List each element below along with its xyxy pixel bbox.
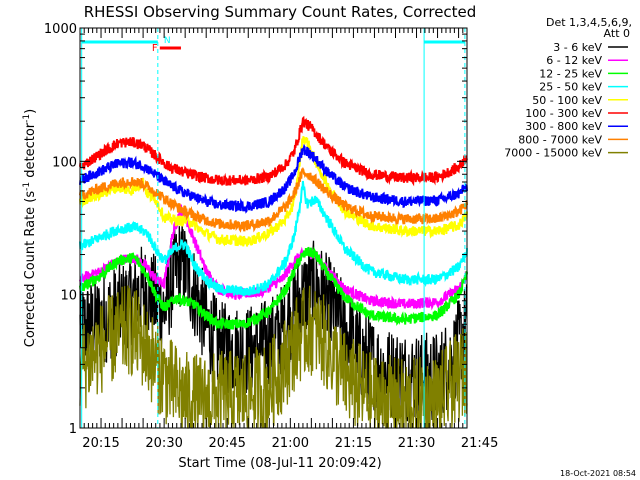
y-axis-label-part2: detector <box>23 122 38 182</box>
y-tick-label: 1000 <box>44 22 77 37</box>
legend-header-line2: Att 0 <box>604 27 630 40</box>
x-tick-label: 21:00 <box>272 436 309 451</box>
series-line-2 <box>79 246 468 331</box>
legend-label-3: 25 - 50 keV <box>539 81 602 94</box>
x-tick-label: 21:45 <box>461 436 498 451</box>
y-tick-label: 100 <box>52 155 77 170</box>
series-line-5 <box>79 115 468 187</box>
x-tick-label: 20:30 <box>145 436 182 451</box>
y-axis: 1 10 100 1000 <box>44 22 467 437</box>
night-label: N <box>164 36 171 46</box>
x-tick-label: 21:30 <box>398 436 435 451</box>
chart-title: RHESSI Observing Summary Count Rates, Co… <box>84 3 477 21</box>
data-layer <box>79 115 468 429</box>
timestamp: 18-Oct-2021 08:54 <box>560 469 636 478</box>
y-axis-label-sup2: -1 <box>22 114 32 123</box>
series-line-3 <box>79 180 468 297</box>
x-tick-label: 21:15 <box>335 436 372 451</box>
legend-header-line1: Det 1,3,4,5,6,9, <box>546 16 632 29</box>
annotation-layer: NF <box>81 28 466 428</box>
legend-label-2: 12 - 25 keV <box>539 67 602 80</box>
series-line-7 <box>79 166 468 233</box>
legend-label-8: 7000 - 15000 keV <box>504 147 602 160</box>
y-tick-label: 10 <box>60 289 77 304</box>
legend-label-0: 3 - 6 keV <box>553 41 602 54</box>
x-tick-label: 20:15 <box>82 436 119 451</box>
legend-label-5: 100 - 300 keV <box>525 107 602 120</box>
legend-label-1: 6 - 12 keV <box>546 54 602 67</box>
x-tick-label: 20:45 <box>208 436 245 451</box>
legend-label-7: 800 - 7000 keV <box>518 133 602 146</box>
y-axis-label-part1: Corrected Count Rate (s <box>23 191 38 348</box>
x-axis: 20:15 20:30 20:45 21:00 21:15 21:30 21:45 <box>79 28 498 451</box>
series-line-6 <box>79 143 468 214</box>
y-axis-label-sup1: -1 <box>22 182 32 191</box>
y-tick-label: 1 <box>69 422 77 437</box>
flare-label: F <box>152 43 158 54</box>
legend-label-6: 300 - 800 keV <box>525 120 602 133</box>
x-axis-label: Start Time (08-Jul-11 20:09:42) <box>178 456 381 471</box>
y-axis-label-part3: ) <box>23 109 38 114</box>
y-axis-label: Corrected Count Rate (s-1 detector-1) <box>22 109 38 347</box>
legend-label-4: 50 - 100 keV <box>532 94 602 107</box>
